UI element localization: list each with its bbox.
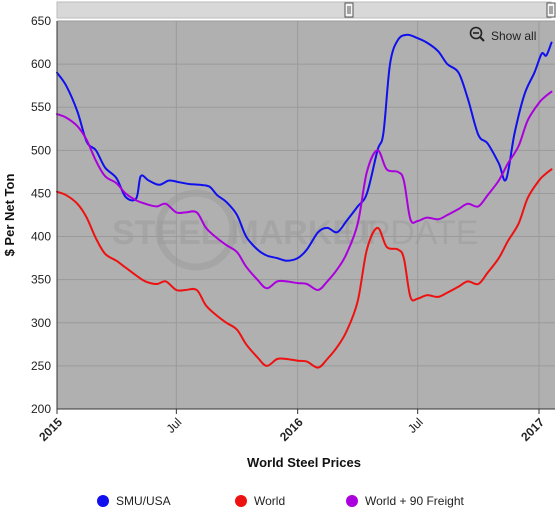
y-tick-label: 200	[31, 402, 51, 416]
x-tick-labels: 2015 Jul 2016 Jul 2017	[36, 409, 547, 444]
y-tick-label: 300	[31, 316, 51, 330]
y-tick-label: 400	[31, 230, 51, 244]
legend-marker	[235, 495, 247, 507]
y-tick-label: 650	[31, 14, 51, 28]
series-line-1[interactable]	[56, 33, 553, 262]
y-tick-label: 250	[31, 359, 51, 373]
legend: SMU/USA World World + 90 Freight	[97, 494, 464, 508]
x-tick-label: Jul	[164, 415, 185, 436]
legend-item-1[interactable]: SMU/USA	[97, 494, 171, 508]
x-tick-label: 2016	[277, 415, 306, 444]
navigator-handle-right[interactable]	[546, 2, 556, 18]
x-tick-label: 2015	[36, 415, 65, 444]
show-all-button[interactable]: Show all	[469, 26, 537, 44]
y-tick-label: 450	[31, 186, 51, 200]
zoom-out-icon	[469, 26, 485, 42]
legend-label: SMU/USA	[116, 494, 171, 508]
navigator-track[interactable]	[56, 1, 552, 19]
legend-label: World	[254, 494, 285, 508]
x-axis-title: World Steel Prices	[247, 455, 361, 470]
series-line-2[interactable]	[56, 168, 553, 369]
x-tick-label: 2017	[518, 415, 547, 444]
series-line-3[interactable]	[56, 90, 553, 291]
x-tick-label: Jul	[405, 415, 426, 436]
navigator-handle-left[interactable]	[344, 2, 354, 18]
y-axis-title: $ Per Net Ton	[2, 174, 17, 257]
show-all-label: Show all	[491, 29, 536, 43]
y-tick-label: 550	[31, 100, 51, 114]
y-tick-label: 600	[31, 57, 51, 71]
y-tick-label: 500	[31, 143, 51, 157]
series-layer	[56, 33, 553, 369]
y-tick-label: 350	[31, 273, 51, 287]
legend-item-3[interactable]: World + 90 Freight	[346, 494, 464, 508]
legend-marker	[97, 495, 109, 507]
legend-label: World + 90 Freight	[365, 494, 464, 508]
y-tick-labels: 200 250 300 350 400 450 500 550 600 650	[31, 14, 51, 416]
legend-item-2[interactable]: World	[235, 494, 285, 508]
legend-marker	[346, 495, 358, 507]
plot-area	[57, 21, 555, 409]
